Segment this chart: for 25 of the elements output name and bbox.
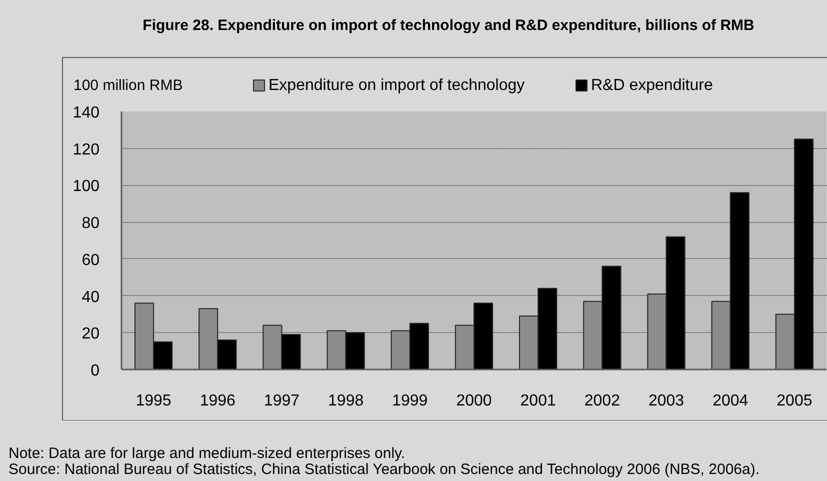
x-tick-label: 2000	[456, 392, 492, 410]
chart-title: Figure 28. Expenditure on import of technology and R&D expenditure, billions of RMB	[142, 17, 755, 34]
x-tick-label: 2005	[776, 392, 812, 410]
x-tick-label: 1999	[392, 392, 428, 410]
x-tick-label: 2002	[584, 392, 620, 410]
y-tick-label: 120	[72, 141, 100, 158]
y-tick-label: 80	[82, 215, 100, 232]
y-tick-label: 60	[82, 252, 100, 269]
x-tick-label: 2003	[648, 392, 684, 410]
x-tick-label: 2001	[520, 392, 556, 410]
y-axis-title: 100 million RMB	[74, 77, 183, 94]
x-tick-label: 2004	[712, 392, 748, 410]
source-note: Source: National Bureau of Statistics, China Statistical Yearbook on Science and Technology 2006 (NBS, 2006a).	[8, 461, 760, 478]
legend-label: Expenditure on import of technology	[268, 77, 525, 94]
legend-label: R&D expenditure	[591, 77, 713, 94]
x-tick-label: 1995	[136, 392, 172, 410]
x-tick-label: 1996	[200, 392, 236, 410]
y-tick-label: 40	[82, 288, 100, 306]
x-tick-label: 1997	[264, 392, 300, 410]
y-tick-label: 140	[72, 104, 100, 122]
x-tick-label: 1998	[328, 392, 364, 410]
y-tick-label: 0	[90, 362, 100, 380]
y-tick-label: 20	[82, 326, 100, 343]
y-tick-label: 100	[72, 178, 100, 196]
text: Note: Data are for large and medium-sized enterprises only.	[8, 445, 406, 462]
